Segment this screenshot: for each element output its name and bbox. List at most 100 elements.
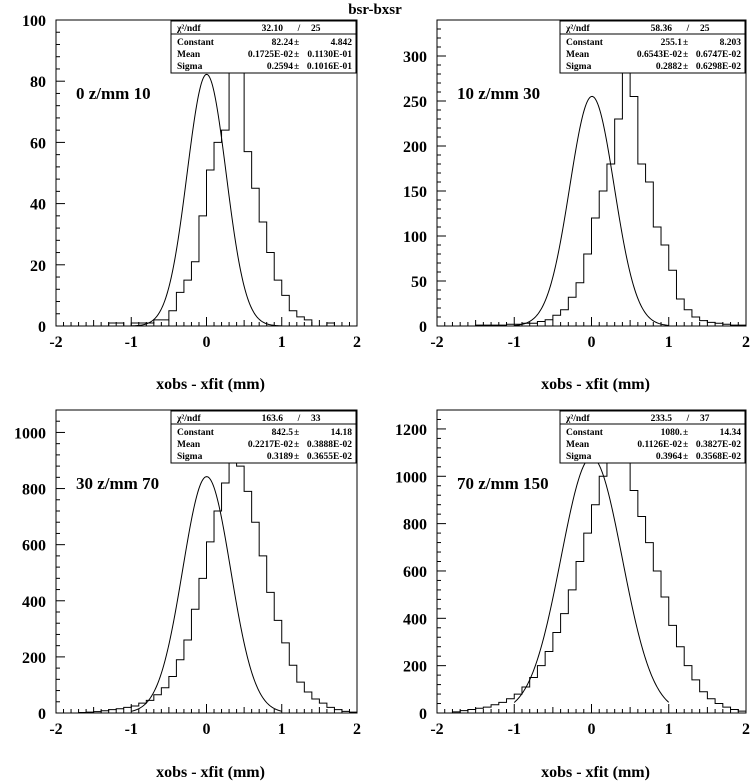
x-axis-label: xobs - xfit (mm) xyxy=(541,764,650,781)
stats-chi-label: χ²/ndf xyxy=(176,414,201,424)
x-tick-label: -1 xyxy=(125,721,138,738)
stats-chi-label: χ²/ndf xyxy=(565,24,590,34)
stats-pm-sign: ± xyxy=(294,440,299,450)
gaussian-fit-curve xyxy=(131,73,282,327)
x-tick-label: 2 xyxy=(353,334,361,351)
x-tick-label: 1 xyxy=(278,334,286,351)
gaussian-fit-curve xyxy=(514,95,669,326)
stats-pm-sign: ± xyxy=(683,50,688,60)
stats-pm-sign: ± xyxy=(683,428,688,438)
x-tick-label: 1 xyxy=(665,334,673,351)
x-tick-label: -1 xyxy=(508,721,521,738)
x-tick-label: 0 xyxy=(203,334,211,351)
y-tick-label: 200 xyxy=(403,659,427,676)
y-tick-label: 80 xyxy=(30,74,46,91)
stats-pm-sign: ± xyxy=(294,452,299,462)
y-tick-label: 40 xyxy=(30,197,46,214)
y-tick-label: 800 xyxy=(403,517,427,534)
y-tick-label: 800 xyxy=(22,482,46,499)
stats-row-value: 0.3964 xyxy=(656,452,682,462)
stats-row-error: 14.18 xyxy=(331,428,353,438)
x-tick-label: 1 xyxy=(278,721,286,738)
y-tick-label: 0 xyxy=(419,319,427,336)
y-tick-label: 400 xyxy=(22,594,46,611)
stats-row-value: 255.1 xyxy=(661,38,683,48)
stats-box-frame xyxy=(170,410,357,464)
stats-row-name: Sigma xyxy=(566,62,592,72)
x-axis-label: xobs - xfit (mm) xyxy=(541,376,650,393)
z-range-label: 30 z/mm 70 xyxy=(76,474,159,493)
y-tick-label: 1000 xyxy=(14,425,46,442)
stats-row-name: Mean xyxy=(566,440,590,450)
stats-pm-sign: ± xyxy=(294,38,299,48)
histogram-panel-3: -2 -1 0 1 2 0 200 400 600 800 1000 30 z/mm 70 xobs -… xyxy=(14,409,361,781)
x-tick-label: 2 xyxy=(742,334,750,351)
z-range-label: 70 z/mm 150 xyxy=(457,474,549,493)
y-tick-label: 100 xyxy=(403,229,427,246)
stats-pm-sign: ± xyxy=(294,62,299,72)
stats-chi-value: 163.6 xyxy=(262,414,284,424)
x-axis-label: xobs - xfit (mm) xyxy=(156,764,265,781)
y-tick-label: 300 xyxy=(403,49,427,66)
gaussian-fit-curve xyxy=(131,476,282,712)
stats-slash: / xyxy=(686,414,690,424)
stats-row-error: 0.6298E-02 xyxy=(696,62,741,72)
stats-row-name: Sigma xyxy=(177,62,203,72)
stats-row-value: 0.1725E-02 xyxy=(248,50,293,60)
z-range-label: 0 z/mm 10 xyxy=(76,84,151,103)
stats-ndf-value: 25 xyxy=(700,24,710,34)
stats-pm-sign: ± xyxy=(683,440,688,450)
stats-row-value: 0.2594 xyxy=(267,62,293,72)
stats-slash: / xyxy=(686,24,690,34)
stats-row-error: 0.6747E-02 xyxy=(696,50,741,60)
stats-pm-sign: ± xyxy=(683,452,688,462)
y-tick-label: 600 xyxy=(22,538,46,555)
stats-box-frame xyxy=(170,20,357,74)
stats-row-value: 1080. xyxy=(661,428,682,438)
y-tick-label: 0 xyxy=(419,706,427,723)
y-tick-label: 1200 xyxy=(395,422,427,439)
y-tick-label: 100 xyxy=(22,13,46,30)
y-tick-label: 0 xyxy=(38,319,46,336)
y-tick-label: 0 xyxy=(38,706,46,723)
stats-row-value: 0.1126E-02 xyxy=(637,440,682,450)
stats-pm-sign: ± xyxy=(294,50,299,60)
stats-pm-sign: ± xyxy=(683,62,688,72)
x-tick-label: 0 xyxy=(203,721,211,738)
figure-title: bsr-bxsr xyxy=(348,2,402,18)
stats-ndf-value: 33 xyxy=(311,414,321,424)
stats-row-value: 0.3189 xyxy=(267,452,293,462)
stats-ndf-value: 37 xyxy=(700,414,710,424)
stats-chi-value: 58.36 xyxy=(651,24,673,34)
x-tick-label: -1 xyxy=(125,334,138,351)
stats-pm-sign: ± xyxy=(294,428,299,438)
x-tick-label: -2 xyxy=(430,334,443,351)
stats-row-name: Constant xyxy=(566,428,604,438)
stats-row-name: Sigma xyxy=(177,452,203,462)
histogram-bars xyxy=(451,435,747,713)
histogram-bars xyxy=(71,457,358,714)
stats-row-name: Constant xyxy=(566,38,604,48)
stats-row-error: 0.1016E-01 xyxy=(307,62,352,72)
x-tick-label: 0 xyxy=(588,721,596,738)
stats-row-value: 0.2217E-02 xyxy=(248,440,293,450)
stats-row-value: 0.2882 xyxy=(656,62,682,72)
x-tick-label: 2 xyxy=(742,721,750,738)
stats-box-frame xyxy=(559,410,746,464)
stats-box-frame xyxy=(559,20,746,74)
histogram-panel-2: -2 -1 0 1 2 0 50 100 150 200 250 300 10 z/mm 30 xobs … xyxy=(403,19,750,393)
y-tick-label: 250 xyxy=(403,94,427,111)
stats-slash: / xyxy=(297,24,301,34)
x-tick-label: 2 xyxy=(353,721,361,738)
x-tick-label: -2 xyxy=(49,721,62,738)
stats-row-error: 14.34 xyxy=(720,428,742,438)
x-tick-label: -2 xyxy=(430,721,443,738)
histogram-bars xyxy=(71,47,357,327)
y-tick-label: 50 xyxy=(411,274,427,291)
stats-row-error: 8.203 xyxy=(720,38,742,48)
y-tick-label: 60 xyxy=(30,135,46,152)
stats-row-error: 0.3655E-02 xyxy=(307,452,352,462)
y-tick-label: 600 xyxy=(403,564,427,581)
